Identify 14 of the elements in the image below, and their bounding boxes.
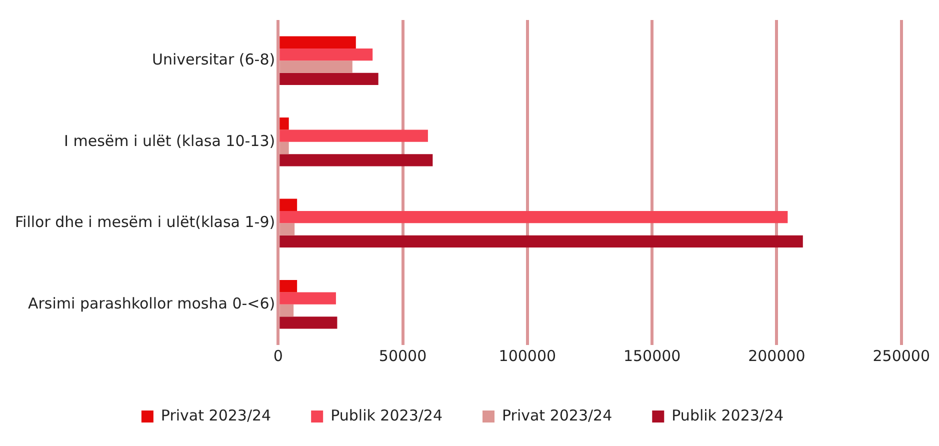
x-tick-label: 150000 [623,346,681,365]
legend-label: Privat 2023/24 [160,406,272,424]
x-tick-label: 200000 [748,346,806,365]
x-tick-label: 100000 [498,346,556,365]
y-tick-label: Arsimi parashkollor mosha 0-<6) [28,294,276,312]
y-tick-label: Universitar (6-8) [152,50,276,69]
legend-label: Publik 2023/24 [330,406,443,424]
y-tick-label: I mesëm i ulët (klasa 10-13) [64,132,276,150]
legend-label: Publik 2023/24 [672,406,784,424]
x-tick-label: 50000 [378,346,427,365]
x-tick-label: 250000 [872,346,930,365]
legend-label: Privat 2023/24 [502,406,612,424]
x-tick-label: 0 [273,346,283,365]
y-tick-label: Fillor dhe i mesëm i ulët(klasa 1-9) [14,213,276,232]
